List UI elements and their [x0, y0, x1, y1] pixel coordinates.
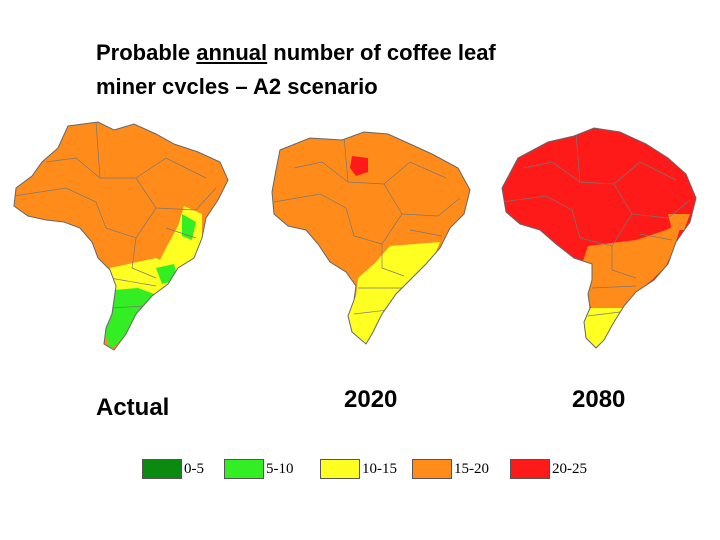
map-label-2020: 2020: [344, 386, 398, 413]
legend-label: 10-15: [362, 461, 397, 477]
brazil-map-2080: [501, 127, 697, 349]
brazil-map-2020: [271, 131, 471, 345]
legend-swatch: [412, 459, 452, 479]
legend-swatch: [320, 459, 360, 479]
legend-label: 0-5: [184, 461, 204, 477]
legend-swatch: [142, 459, 182, 479]
title-underlined-word: annual: [196, 40, 268, 65]
legend-label: 15-20: [454, 461, 489, 477]
map-label-2080: 2080: [572, 386, 626, 413]
legend-swatch: [510, 459, 550, 479]
legend-label: 20-25: [552, 461, 587, 477]
legend-label: 5-10: [266, 461, 294, 477]
chart-title: Probable annual number of coffee leaf mi…: [96, 40, 496, 94]
legend-swatch: [224, 459, 264, 479]
map-label-actual: Actual: [96, 394, 170, 421]
brazil-map-actual: [13, 121, 229, 351]
